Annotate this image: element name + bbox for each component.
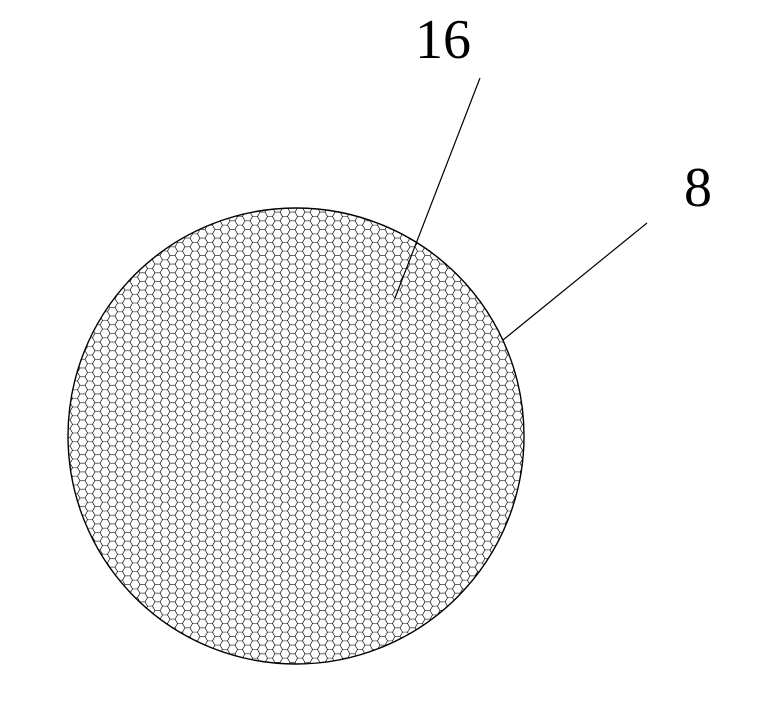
- mesh-disc: [68, 208, 524, 664]
- callout-label-8: 8: [684, 160, 712, 216]
- callout-label-16: 16: [415, 12, 471, 68]
- technical-figure: [0, 0, 765, 703]
- leader-line-8: [503, 223, 647, 340]
- diagram-canvas: 16 8: [0, 0, 765, 703]
